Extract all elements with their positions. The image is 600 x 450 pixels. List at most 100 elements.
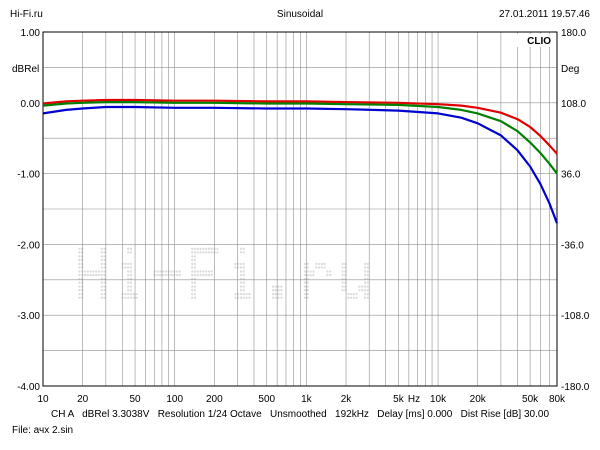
watermark-dot <box>127 289 130 292</box>
watermark-dot <box>132 296 135 299</box>
watermark-dot <box>309 273 312 277</box>
x-tick-label: 5k <box>393 394 405 405</box>
watermark-dot <box>170 273 173 277</box>
watermark-dot <box>129 289 133 292</box>
watermark-dot <box>97 270 101 273</box>
watermark-dot <box>97 273 101 277</box>
watermark-dot <box>83 270 87 273</box>
watermark-dot <box>361 285 364 288</box>
watermark-dot <box>103 251 106 254</box>
header-signal-type: Sinusoidal <box>276 9 324 20</box>
watermark-dot <box>135 293 138 296</box>
brand-label: CLIO <box>527 36 551 47</box>
watermark-dot <box>239 289 243 292</box>
watermark-dot <box>132 293 135 296</box>
y-tick-label-left: 1.00 <box>21 28 41 39</box>
watermark-dot <box>202 273 205 277</box>
watermark-dot <box>234 262 237 266</box>
watermark-dot <box>239 266 243 269</box>
watermark-dot <box>81 247 84 250</box>
watermark-dot <box>127 285 130 288</box>
watermark-dot <box>363 289 367 292</box>
watermark-dot <box>100 289 103 292</box>
watermark-dot <box>207 273 211 277</box>
watermark-dot <box>205 270 208 273</box>
watermark-dot <box>216 247 219 250</box>
watermark-dot <box>127 266 130 269</box>
watermark-dot <box>271 296 275 299</box>
x-tick-label: 2k <box>341 394 353 405</box>
watermark-dot <box>239 281 243 284</box>
watermark-dot <box>271 289 275 292</box>
watermark-dot <box>363 293 367 296</box>
watermark-dot <box>100 296 103 299</box>
watermark-dot <box>100 258 103 262</box>
watermark-dot <box>239 251 243 254</box>
watermark-dot <box>193 296 197 299</box>
watermark-dot <box>78 266 81 269</box>
watermark-dot <box>124 262 127 266</box>
watermark-dot <box>207 270 211 273</box>
watermark-dot <box>127 281 130 284</box>
watermark-dot <box>81 266 84 269</box>
watermark-dot <box>239 293 243 296</box>
watermark-dot <box>205 247 208 250</box>
watermark-dot <box>366 270 369 273</box>
watermark-dot <box>341 266 344 269</box>
y-tick-label-left: -1.00 <box>17 170 40 181</box>
watermark-dot <box>280 289 283 292</box>
x-tick-label: 80k <box>549 394 566 405</box>
watermark-dot <box>242 262 245 266</box>
watermark-dot <box>100 251 103 254</box>
watermark-dot <box>86 273 89 277</box>
watermark-dot <box>245 293 248 296</box>
y-tick-label-left: -2.00 <box>17 240 40 251</box>
watermark-dot <box>129 281 133 284</box>
watermark-dot <box>303 281 307 284</box>
watermark-dot <box>366 273 369 277</box>
watermark-dot <box>81 258 84 262</box>
watermark-dot <box>306 273 309 277</box>
series-layer <box>42 98 559 224</box>
watermark-dot <box>280 296 283 299</box>
watermark-dot <box>127 293 130 296</box>
watermark-dot <box>242 270 245 273</box>
axis-labels: dBRel Deg Hz 10 20 50 100 200 500 1k 2k 5k 10k 20k… <box>12 28 590 405</box>
watermark-dot <box>366 266 369 269</box>
watermark-dot <box>277 296 280 299</box>
watermark-dot <box>320 266 323 269</box>
watermark-dot <box>363 270 367 273</box>
watermark-dot <box>121 293 124 296</box>
watermark-dot <box>306 262 309 266</box>
y-axis-left-unit: dBRel <box>12 64 39 75</box>
watermark-dot <box>161 270 165 273</box>
watermark-dot <box>366 296 369 299</box>
watermark-dot <box>81 255 84 258</box>
watermark-dot <box>193 285 197 288</box>
watermark-dot <box>159 270 162 273</box>
watermark-dot <box>193 293 197 296</box>
watermark-dot <box>103 273 106 277</box>
watermark-dot <box>366 285 369 288</box>
watermark-dot <box>242 247 245 250</box>
watermark-dot <box>309 270 312 273</box>
watermark-dot <box>83 273 87 277</box>
watermark-dot <box>329 273 332 277</box>
watermark-dot <box>193 251 197 254</box>
watermark-dot <box>159 273 162 277</box>
watermark <box>78 247 369 299</box>
watermark-dot <box>81 285 84 288</box>
x-tick-label: 20 <box>77 394 89 405</box>
watermark-dot <box>303 285 307 288</box>
watermark-dot <box>361 289 364 292</box>
watermark-dot <box>193 273 197 277</box>
watermark-dot <box>127 270 130 273</box>
watermark-dot <box>193 258 197 262</box>
y-tick-label-left: -4.00 <box>17 382 40 393</box>
watermark-dot <box>363 296 367 299</box>
watermark-dot <box>315 266 318 269</box>
watermark-dot <box>216 251 219 254</box>
watermark-dot <box>124 296 127 299</box>
watermark-dot <box>280 285 283 288</box>
